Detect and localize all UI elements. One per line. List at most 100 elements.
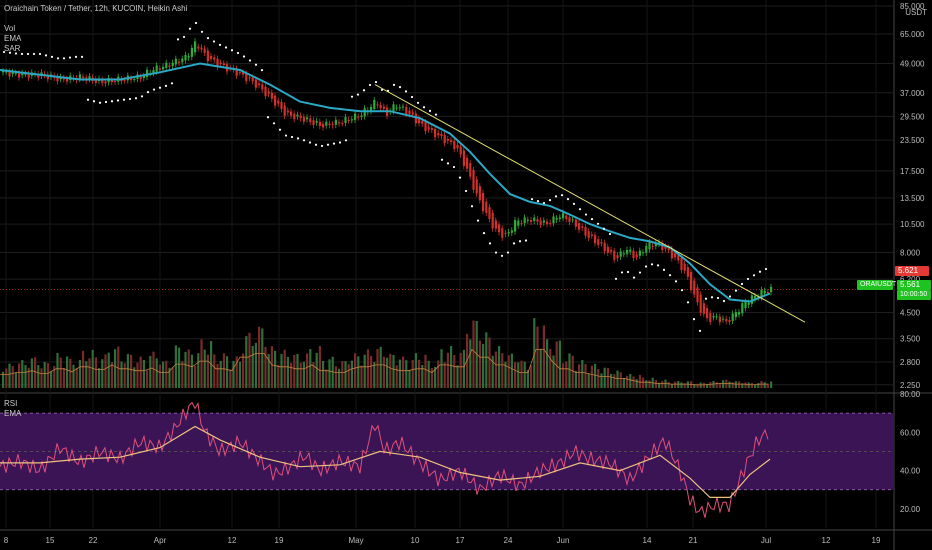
volume-bar — [261, 328, 264, 388]
volume-bar — [302, 361, 305, 388]
volume-bar — [731, 382, 734, 388]
sar-dot — [392, 83, 396, 86]
volume-bar — [190, 354, 193, 388]
time-tick-label: 19 — [275, 536, 284, 545]
volume-bar — [408, 370, 411, 388]
volume-bar — [536, 326, 539, 388]
volume-bar — [107, 352, 110, 388]
volume-bar — [270, 346, 273, 388]
volume-bar — [363, 354, 366, 388]
candle-body — [706, 308, 709, 319]
time-tick-label: 22 — [89, 536, 98, 545]
trendline — [374, 84, 806, 323]
volume-bar — [674, 381, 677, 388]
price-tick-label: 4.500 — [900, 309, 921, 318]
volume-bar — [222, 353, 225, 388]
volume-bar — [101, 359, 104, 388]
volume-bar — [187, 349, 190, 388]
sar-dot — [404, 90, 408, 93]
candle-body — [507, 232, 510, 234]
price-tick-label: 49.000 — [900, 59, 925, 68]
sar-dot — [356, 93, 360, 96]
candle-body — [645, 245, 648, 253]
candle-body — [296, 114, 299, 117]
candle-body — [616, 255, 619, 259]
candle-body — [267, 91, 270, 94]
volume-bar — [539, 348, 542, 388]
candle-body — [485, 201, 488, 213]
candle-body — [2, 70, 5, 73]
last-price-tag: 5.621 — [895, 266, 929, 276]
candle-body — [347, 120, 350, 122]
volume-bar — [72, 364, 75, 388]
candle-body — [350, 119, 353, 121]
candle-body — [699, 294, 702, 313]
sar-dot — [230, 49, 234, 52]
volume-bar — [354, 353, 357, 388]
volume-bar — [686, 381, 689, 388]
rsi-tick-label: 60.00 — [900, 428, 921, 437]
sar-dot — [164, 84, 168, 87]
volume-bar — [370, 355, 373, 388]
candle-body — [686, 267, 689, 277]
volume-bar — [24, 365, 27, 388]
sar-dot — [542, 201, 546, 205]
volume-bar — [411, 359, 414, 388]
candle-body — [197, 46, 200, 49]
candle-body — [101, 79, 104, 84]
volume-bar — [610, 373, 613, 388]
candle-body — [581, 226, 584, 228]
volume-bar — [485, 332, 488, 388]
volume-bar — [709, 382, 712, 388]
candle-body — [190, 47, 193, 57]
candle-body — [325, 121, 328, 126]
volume-bar — [510, 353, 513, 388]
sar-dot — [62, 57, 66, 60]
volume-bar — [232, 360, 235, 388]
candle-body — [270, 92, 273, 99]
sar-dot — [410, 95, 414, 99]
price-tick-label: 65.000 — [900, 30, 925, 39]
price-tick-label: 2.800 — [900, 358, 921, 367]
volume-bar — [315, 352, 318, 388]
volume-bar — [421, 364, 424, 388]
volume-bar — [293, 354, 296, 388]
candle-body — [440, 134, 443, 137]
volume-bar — [667, 381, 670, 388]
candle-body — [203, 48, 206, 53]
candle-body — [104, 81, 107, 84]
candle-body — [741, 303, 744, 314]
candle-body — [606, 246, 609, 253]
candle-body — [520, 223, 523, 225]
sar-dot — [440, 158, 444, 161]
volume-bar — [443, 362, 446, 388]
sar-dot — [332, 142, 336, 145]
candle-body — [574, 219, 577, 227]
candle-body — [24, 73, 27, 75]
sar-dot — [146, 91, 150, 94]
candle-body — [376, 104, 379, 106]
sar-dot — [302, 139, 306, 142]
sar-dot — [194, 21, 198, 25]
volume-bar — [603, 367, 606, 388]
sar-dot — [380, 88, 384, 91]
sar-dot — [632, 276, 636, 279]
candle-body — [542, 220, 545, 223]
volume-bar — [766, 383, 769, 388]
volume-bar — [110, 362, 113, 388]
volume-bar — [744, 382, 747, 388]
candle-body — [453, 140, 456, 150]
sar-dot — [428, 109, 432, 112]
volume-bar — [555, 341, 558, 388]
candle-body — [245, 73, 248, 82]
price-tick-label: 8.000 — [900, 248, 921, 257]
volume-bar — [168, 367, 171, 388]
volume-bar — [526, 370, 529, 388]
candle-body — [760, 289, 763, 298]
candle-body — [424, 122, 427, 132]
candle-body — [661, 243, 664, 251]
volume-bar — [520, 360, 523, 388]
volume-bar — [46, 363, 49, 388]
volume-bar — [27, 367, 30, 388]
